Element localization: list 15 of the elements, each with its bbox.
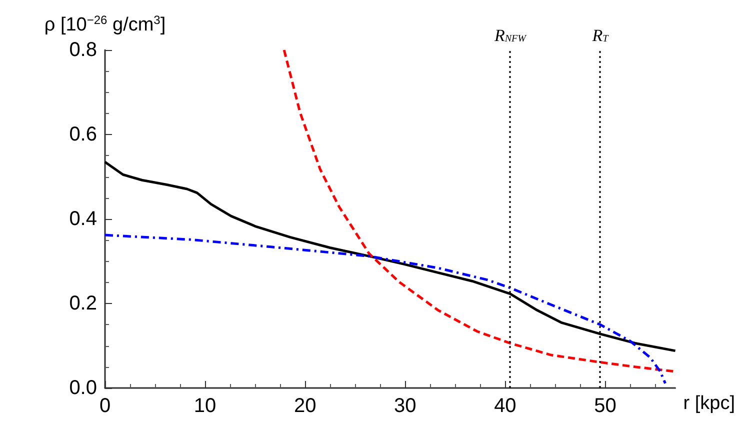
y-tick-label: 0.4: [69, 208, 97, 230]
y-tick-label: 0.0: [69, 377, 97, 399]
x-tick-label: 0: [99, 395, 111, 417]
x-tick-label: 10: [194, 395, 216, 417]
x-tick-label: 50: [594, 395, 616, 417]
ref-line-label: RT: [591, 26, 610, 45]
x-tick-label: 20: [294, 395, 316, 417]
y-tick-label: 0.8: [69, 39, 97, 61]
x-tick-label: 30: [394, 395, 416, 417]
x-tick-label: 40: [494, 395, 516, 417]
line-series: [104, 234, 667, 385]
ref-line-label: RNFW: [493, 26, 528, 45]
y-tick-label: 0.6: [69, 124, 97, 146]
y-tick-label: 0.2: [69, 292, 97, 314]
x-axis-title: r [kpc]: [683, 393, 736, 414]
